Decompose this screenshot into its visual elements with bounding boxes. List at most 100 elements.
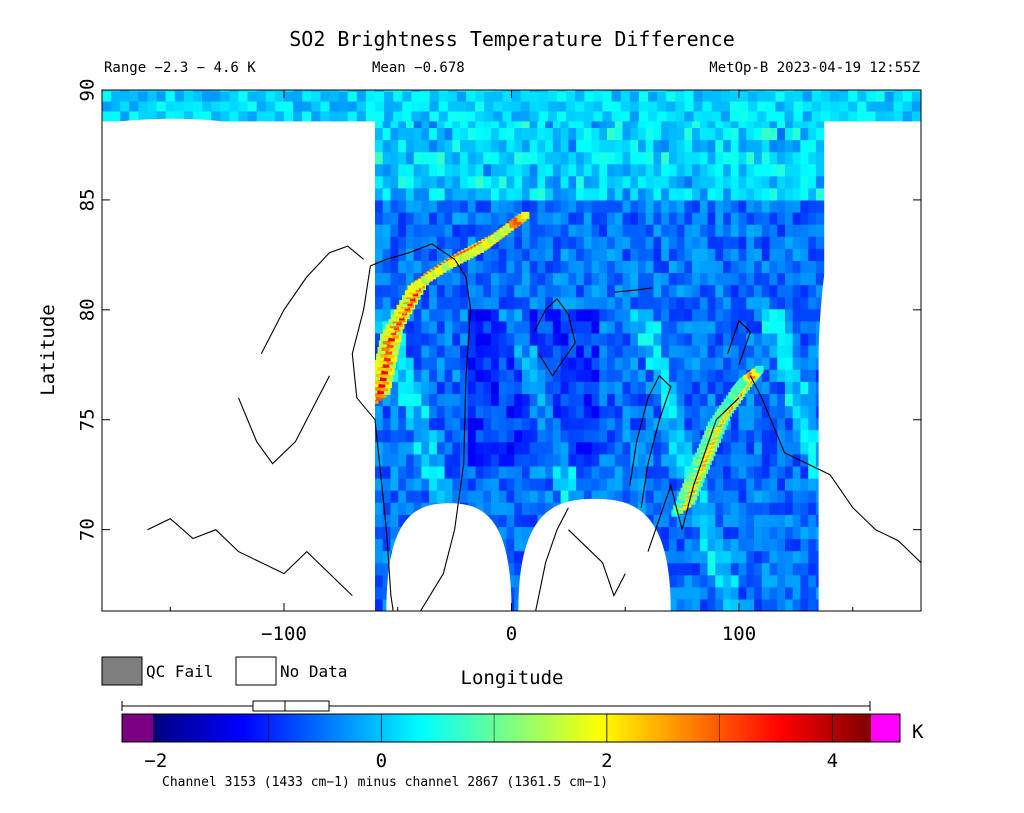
heatmap-cell (599, 236, 608, 249)
heatmap-cell (568, 224, 577, 237)
heatmap-cell (884, 101, 895, 112)
heatmap-cell (769, 478, 778, 491)
heatmap-cell (723, 139, 732, 153)
heatmap-cell (707, 465, 716, 479)
heatmap-cell (529, 308, 538, 322)
heatmap-cell (699, 320, 709, 334)
heatmap-cell (614, 187, 624, 201)
heatmap-cell (413, 502, 422, 515)
heatmap-cell (738, 284, 747, 298)
heatmap-cell (599, 139, 608, 153)
heatmap-cell (514, 187, 523, 201)
heatmap-cell (815, 248, 825, 261)
heatmap-cell (730, 405, 740, 419)
heatmap-cell (183, 110, 194, 122)
heatmap-cell (645, 320, 654, 334)
heatmap-cell (529, 187, 538, 201)
heatmap-cell (583, 163, 593, 177)
heatmap-cell (545, 357, 554, 370)
heatmap-cell (761, 550, 771, 564)
heatmap-cell (329, 91, 340, 102)
heatmap-cell (792, 453, 801, 467)
heatmap-cell (800, 332, 809, 346)
heatmap-cell (552, 127, 562, 141)
heatmap-cell (576, 187, 585, 201)
heatmap-cell (398, 514, 407, 527)
heatmap-cell (777, 369, 786, 382)
heatmap-cell (630, 405, 639, 419)
heatmap-cell (506, 175, 515, 189)
heatmap-cell (661, 248, 670, 261)
heatmap-cell (506, 272, 515, 286)
heatmap-cell (583, 236, 593, 249)
heatmap-cell (614, 127, 624, 141)
heatmap-cell (599, 369, 608, 382)
heatmap-cell (715, 139, 724, 153)
heatmap-cell (692, 260, 701, 274)
coastline (727, 319, 752, 365)
heatmap-cell (284, 101, 294, 112)
heatmap-cell (692, 187, 701, 201)
heatmap-cell (607, 429, 616, 443)
heatmap-cell (467, 272, 477, 286)
heatmap-cell (785, 345, 794, 358)
heatmap-cell (529, 465, 538, 479)
heatmap-cell (183, 91, 194, 102)
heatmap-cell (692, 417, 701, 431)
heatmap-cell (622, 320, 631, 334)
heatmap-cell (808, 151, 817, 165)
heatmap-cell (785, 332, 794, 346)
heatmap-cell (653, 502, 662, 515)
heatmap-cell (622, 151, 631, 165)
heatmap-cell (848, 101, 858, 112)
heatmap-cell (529, 514, 538, 527)
heatmap-cell (715, 296, 724, 310)
heatmap-cell (329, 110, 340, 122)
heatmap-cell (746, 405, 755, 419)
heatmap-cell (707, 538, 716, 552)
heatmap-cell (390, 163, 399, 177)
heatmap-cell (413, 357, 422, 370)
heatmap-cell (599, 429, 608, 443)
heatmap-cell (808, 345, 817, 358)
heatmap-cell (754, 490, 763, 503)
heatmap-cell (514, 127, 523, 141)
heatmap-cell (514, 175, 523, 189)
heatmap-cell (607, 441, 616, 455)
heatmap-cell (405, 199, 415, 213)
heatmap-cell (547, 90, 558, 92)
heatmap-cell (607, 272, 616, 286)
heatmap-cell (537, 502, 546, 515)
heatmap-cell (684, 538, 693, 552)
heatmap-cell (529, 417, 538, 431)
heatmap-cell (684, 272, 693, 286)
heatmap-cell (545, 212, 554, 225)
heatmap-cell (645, 224, 654, 237)
heatmap-cell (382, 236, 391, 249)
heatmap-cell (375, 465, 384, 479)
heatmap-cell (560, 429, 569, 443)
heatmap-cell (661, 296, 670, 310)
heatmap-cell (599, 212, 608, 225)
heatmap-cell (537, 163, 546, 177)
heatmap-cell (537, 127, 546, 141)
heatmap-cell (769, 429, 778, 443)
heatmap-cell (552, 236, 562, 249)
heatmap-cell (653, 212, 662, 225)
heatmap-cell (668, 272, 678, 286)
heatmap-cell (661, 417, 670, 431)
heatmap-cell (657, 110, 667, 122)
heatmap-cell (390, 369, 399, 382)
heatmap-cell (638, 101, 649, 112)
heatmap-cell (583, 381, 593, 394)
heatmap-cell (607, 320, 616, 334)
heatmap-cell (684, 405, 693, 419)
coastline (533, 297, 576, 377)
heatmap-cell (630, 199, 639, 213)
heatmap-cell (792, 320, 801, 334)
heatmap-cell (777, 187, 786, 201)
heatmap-cell (568, 248, 577, 261)
heatmap-cell (777, 212, 786, 225)
heatmap-cell (761, 248, 771, 261)
heatmap-cell (692, 441, 701, 455)
